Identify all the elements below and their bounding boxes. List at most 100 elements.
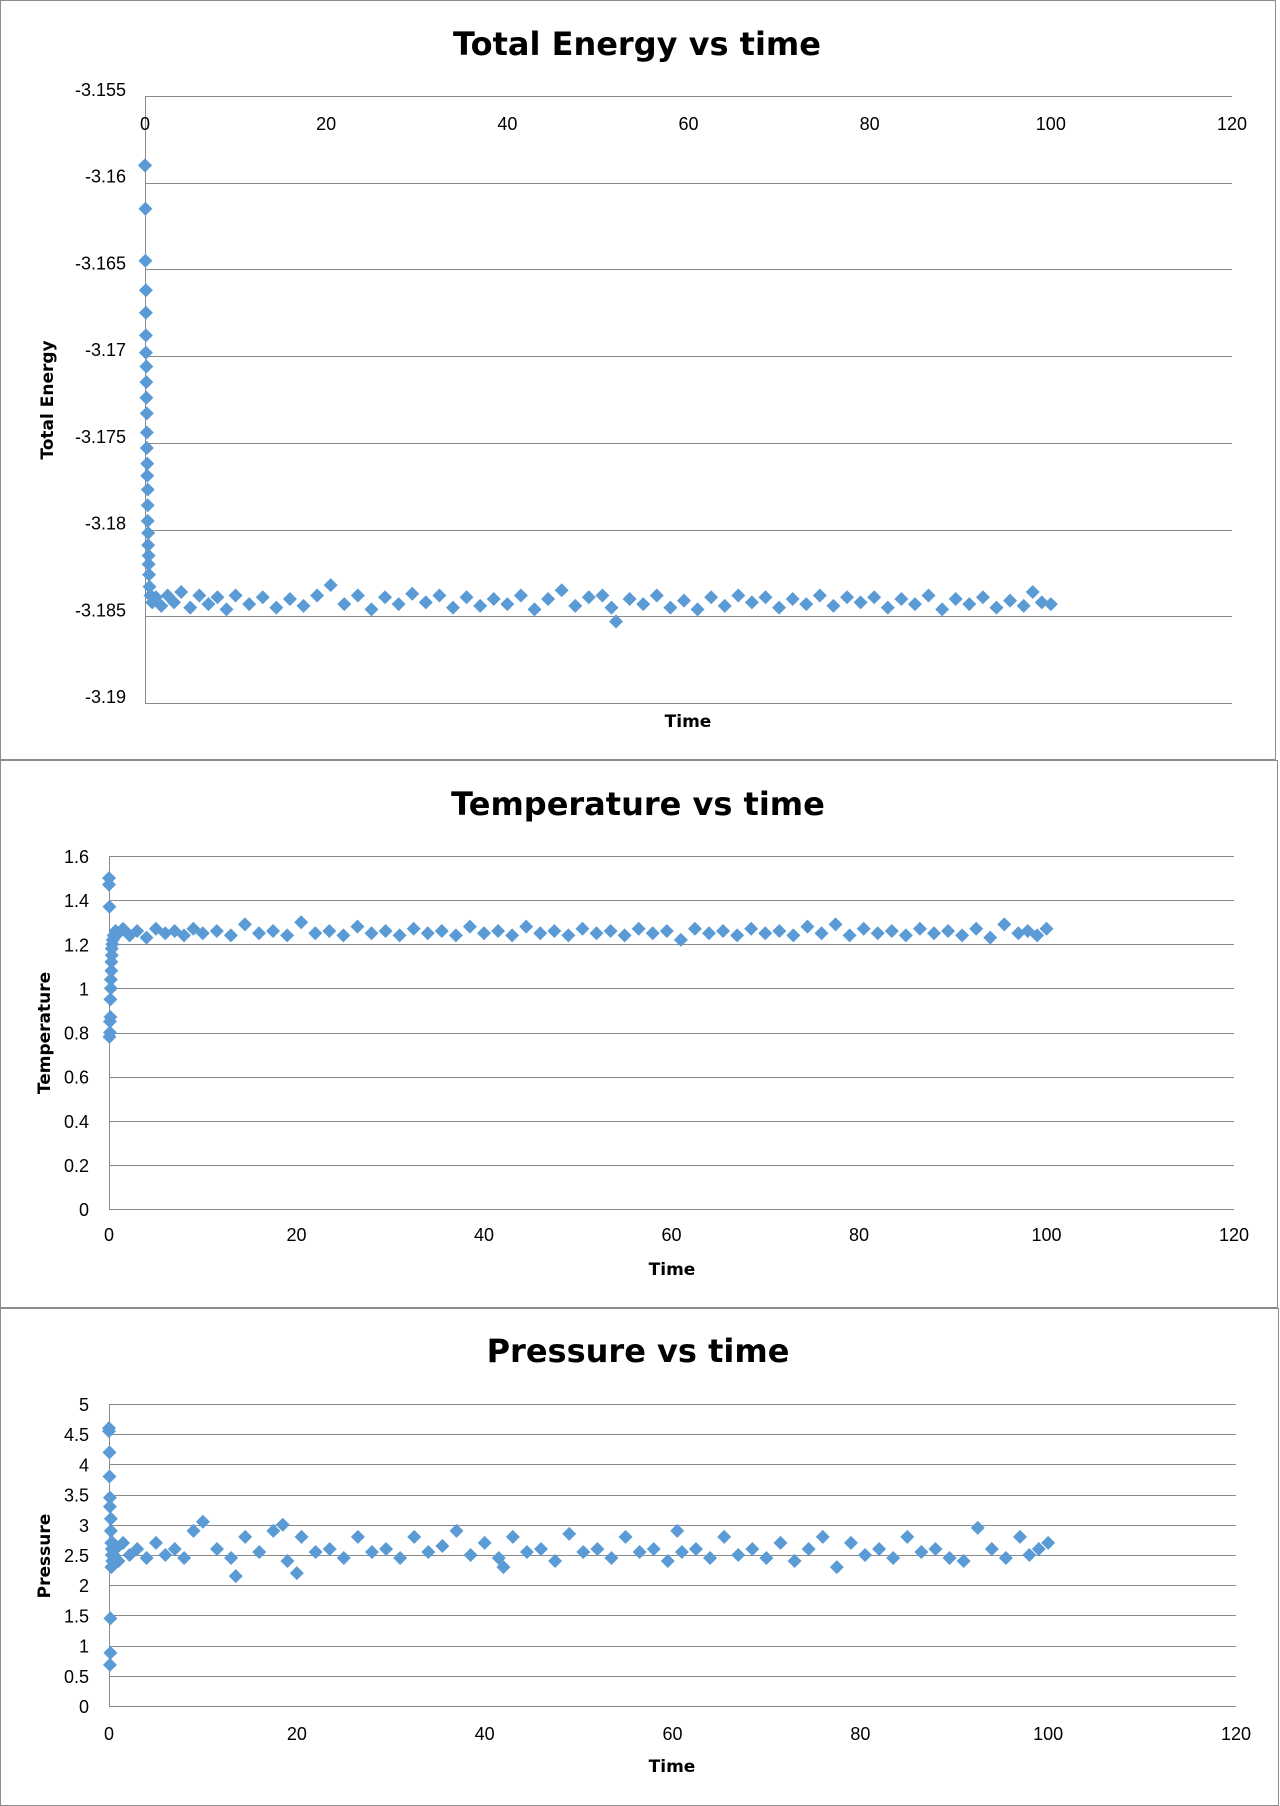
y-tick-label: 1.2 xyxy=(64,935,89,955)
grid-total-energy xyxy=(145,96,1232,704)
data-point xyxy=(435,1538,450,1553)
y-tick-label: -3.175 xyxy=(75,427,126,447)
y-tick-label: -3.165 xyxy=(75,253,126,273)
data-point xyxy=(195,926,210,941)
data-point xyxy=(632,1544,647,1559)
chart-panel-temperature: 0 0.2 0.4 0.6 0.8 1 1.2 1.4 1.6 0 20 40 60 80 100 120 T… xyxy=(0,760,1278,1308)
ticks-temperature: 0 0.2 0.4 0.6 0.8 1 1.2 1.4 1.6 0 20 40 60 80 100 120 xyxy=(64,847,1249,1245)
data-point xyxy=(716,924,731,939)
data-point xyxy=(183,600,198,615)
data-point xyxy=(139,406,154,421)
x-tick-label: 120 xyxy=(1221,1724,1251,1744)
y-tick-label: 1.4 xyxy=(64,891,89,911)
chart-title: Total Energy vs time xyxy=(453,25,821,63)
data-point xyxy=(405,586,420,601)
data-point xyxy=(266,924,281,939)
data-point xyxy=(962,597,977,612)
data-point xyxy=(801,1541,816,1556)
y-tick-label: -3.16 xyxy=(85,167,126,187)
data-point xyxy=(921,588,936,603)
data-point xyxy=(786,928,801,943)
data-point xyxy=(872,1541,887,1556)
x-tick-label: 120 xyxy=(1217,114,1247,134)
data-point xyxy=(800,919,815,934)
data-point xyxy=(102,1490,117,1505)
data-point xyxy=(102,1025,117,1040)
data-point xyxy=(103,972,118,987)
y-tick-label: 0.4 xyxy=(64,1112,89,1132)
y-tick-label: 0.5 xyxy=(64,1667,89,1687)
data-point xyxy=(663,600,678,615)
data-point xyxy=(970,1520,985,1535)
data-point xyxy=(1011,926,1026,941)
ticks-total-energy: -3.155 -3.16 -3.165 -3.17 -3.175 -3.18 -3.185 -… xyxy=(75,80,1247,707)
data-point xyxy=(704,590,719,605)
data-point xyxy=(378,924,393,939)
data-point xyxy=(886,1551,901,1566)
data-point xyxy=(942,1551,957,1566)
data-point xyxy=(618,1529,633,1544)
data-point xyxy=(935,602,950,617)
data-point xyxy=(252,926,266,941)
data-point xyxy=(252,1544,267,1559)
x-tick-label: 80 xyxy=(860,114,880,134)
data-point xyxy=(533,926,548,941)
data-point xyxy=(687,921,702,936)
data-point xyxy=(703,1551,718,1566)
data-point xyxy=(462,919,477,934)
data-point xyxy=(166,595,181,610)
data-point xyxy=(445,600,460,615)
data-point xyxy=(894,591,909,606)
x-tick-label: 20 xyxy=(286,1225,306,1245)
data-point xyxy=(322,924,337,939)
x-tick-label: 80 xyxy=(850,1724,870,1744)
data-point xyxy=(139,425,154,440)
data-point xyxy=(392,928,407,943)
data-point xyxy=(473,598,488,613)
data-point xyxy=(674,1544,689,1559)
data-point xyxy=(984,1541,999,1556)
data-point xyxy=(104,963,119,978)
data-point xyxy=(1025,585,1040,600)
data-point xyxy=(660,1554,675,1569)
data-point xyxy=(688,1541,703,1556)
data-point xyxy=(393,1551,408,1566)
data-point xyxy=(420,926,435,941)
data-point xyxy=(310,588,325,603)
y-tick-label: 3 xyxy=(79,1516,89,1536)
data-point xyxy=(690,602,705,617)
x-tick-label: 120 xyxy=(1219,1225,1249,1245)
data-point xyxy=(186,1523,201,1538)
data-point xyxy=(829,1560,844,1575)
x-tick-label: 40 xyxy=(474,1225,494,1245)
data-point xyxy=(1003,593,1018,608)
data-point xyxy=(364,602,379,617)
data-point xyxy=(744,921,759,936)
data-point xyxy=(228,1569,243,1584)
data-point xyxy=(308,1544,323,1559)
data-point xyxy=(941,924,956,939)
data-point xyxy=(730,928,745,943)
data-point xyxy=(275,1517,290,1532)
data-point xyxy=(406,921,421,936)
data-point xyxy=(154,598,169,613)
data-point xyxy=(604,1551,619,1566)
data-point xyxy=(772,924,787,939)
data-point xyxy=(219,602,234,617)
data-point xyxy=(103,1611,118,1626)
data-point xyxy=(138,201,153,216)
data-point xyxy=(140,513,155,528)
y-tick-label: 1 xyxy=(79,1637,89,1657)
data-point xyxy=(141,557,156,572)
data-point xyxy=(174,585,189,600)
x-tick-label: 60 xyxy=(662,1724,682,1744)
data-point xyxy=(407,1529,422,1544)
data-point xyxy=(177,1551,192,1566)
x-tick-label: 60 xyxy=(678,114,698,134)
data-point xyxy=(1030,928,1045,943)
data-point xyxy=(785,591,800,606)
data-point xyxy=(702,926,716,941)
data-point xyxy=(282,591,297,606)
data-point xyxy=(527,602,542,617)
data-point xyxy=(617,928,632,943)
